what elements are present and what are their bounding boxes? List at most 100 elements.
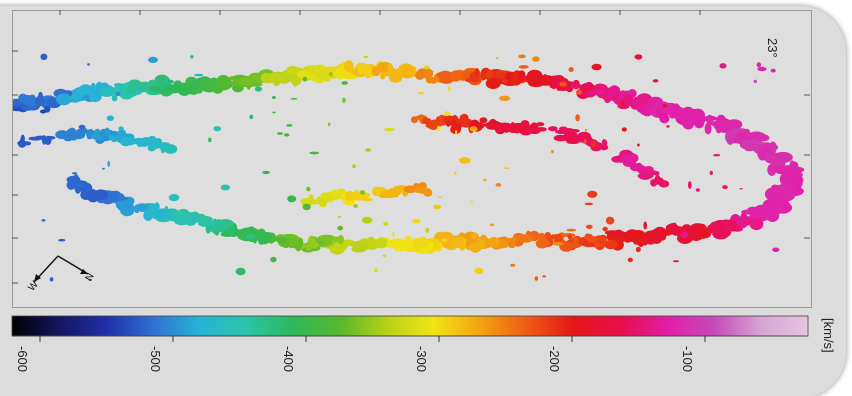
velocity-blob — [98, 86, 118, 102]
velocity-blob — [542, 275, 546, 278]
velocity-blob — [275, 233, 299, 247]
velocity-blob — [341, 81, 349, 85]
velocity-blob — [483, 178, 487, 182]
velocity-blob — [342, 97, 346, 103]
velocity-blob — [552, 241, 564, 246]
velocity-blob — [672, 260, 680, 263]
velocity-blob — [552, 238, 555, 243]
velocity-blob — [17, 134, 32, 148]
velocity-blob — [382, 254, 386, 257]
velocity-blob — [351, 192, 374, 202]
velocity-blob — [469, 126, 478, 132]
velocity-blob — [620, 100, 625, 105]
velocity-blob — [365, 148, 372, 152]
colorbar-tick-label: -500 — [148, 346, 163, 373]
velocity-blob — [587, 190, 598, 198]
velocity-blob — [680, 231, 688, 239]
velocity-blob — [34, 91, 62, 109]
velocity-blob — [710, 119, 743, 134]
velocity-blob — [499, 95, 511, 102]
velocity-blob — [585, 129, 587, 132]
velocity-blob — [148, 56, 158, 64]
velocity-blob — [40, 53, 48, 60]
velocity-blob — [518, 54, 526, 59]
compass-icon: W N — [26, 255, 97, 294]
velocity-blob — [352, 164, 356, 169]
velocity-blob — [694, 109, 702, 115]
velocity-blob — [634, 54, 643, 60]
velocity-blob — [470, 232, 478, 239]
velocity-blob — [621, 127, 627, 132]
velocity-blob — [71, 172, 78, 175]
velocity-blob — [324, 239, 355, 255]
velocity-blob — [690, 108, 718, 129]
velocity-blob — [168, 194, 180, 202]
velocity-blob — [359, 190, 366, 195]
velocity-blob — [71, 84, 102, 103]
velocity-blob — [287, 195, 297, 203]
velocity-blob — [591, 63, 602, 71]
velocity-blob — [276, 132, 284, 135]
velocity-blob — [772, 247, 780, 253]
velocity-blob — [44, 105, 51, 113]
velocity-blob — [652, 79, 659, 83]
velocity-blob — [474, 267, 484, 275]
velocity-blob — [216, 78, 244, 93]
velocity-blob — [164, 206, 168, 210]
velocity-blob — [551, 150, 554, 154]
velocity-blob — [637, 170, 660, 180]
velocity-blob — [327, 122, 331, 127]
velocity-blob — [584, 202, 593, 206]
velocity-blob — [723, 221, 728, 226]
velocity-blob — [437, 196, 443, 199]
velocity-blob — [532, 56, 540, 62]
velocity-blob — [597, 240, 604, 244]
velocity-blob — [447, 86, 451, 92]
velocity-blob — [455, 130, 458, 135]
velocity-blob — [118, 126, 124, 131]
velocity-blob — [508, 240, 516, 249]
velocity-blob — [709, 170, 713, 175]
velocity-blob — [309, 151, 320, 155]
velocity-blob — [208, 137, 212, 143]
velocity-blob — [764, 183, 797, 202]
velocity-map-svg — [13, 53, 805, 282]
velocity-blob — [637, 143, 640, 147]
velocity-blob — [585, 224, 593, 229]
velocity-blob — [576, 89, 582, 95]
velocity-blob — [78, 124, 86, 130]
velocity-blob — [284, 133, 290, 137]
velocity-blob — [629, 162, 654, 175]
velocity-blob — [722, 185, 728, 190]
velocity-blob — [312, 196, 330, 208]
velocity-blob — [254, 86, 262, 92]
velocity-blob — [66, 174, 85, 191]
velocity-blob — [635, 246, 641, 253]
velocity-blob — [650, 175, 670, 188]
colorbar-tick-label: -400 — [281, 346, 296, 373]
velocity-blob — [272, 111, 276, 114]
velocity-blob — [328, 71, 333, 77]
colorbar-tick-label: -300 — [414, 346, 429, 373]
velocity-blob — [383, 222, 389, 226]
velocity-blob — [235, 267, 246, 276]
svg-text:N: N — [84, 271, 97, 283]
velocity-blob — [436, 125, 441, 132]
velocity-blob — [605, 216, 615, 225]
velocity-blob — [28, 135, 56, 145]
colorbar-tick-label: -600 — [15, 346, 30, 373]
velocity-blob — [417, 92, 425, 95]
velocity-blob — [575, 114, 580, 122]
velocity-blob — [662, 104, 668, 108]
velocity-blob — [290, 97, 298, 100]
velocity-blob — [159, 143, 178, 154]
velocity-blob — [688, 181, 692, 189]
velocity-blob — [164, 78, 169, 81]
velocity-blob — [602, 226, 608, 232]
velocity-blob — [756, 62, 761, 68]
velocity-blob — [49, 277, 54, 282]
velocity-blob — [190, 55, 194, 59]
velocity-blob — [88, 278, 92, 281]
